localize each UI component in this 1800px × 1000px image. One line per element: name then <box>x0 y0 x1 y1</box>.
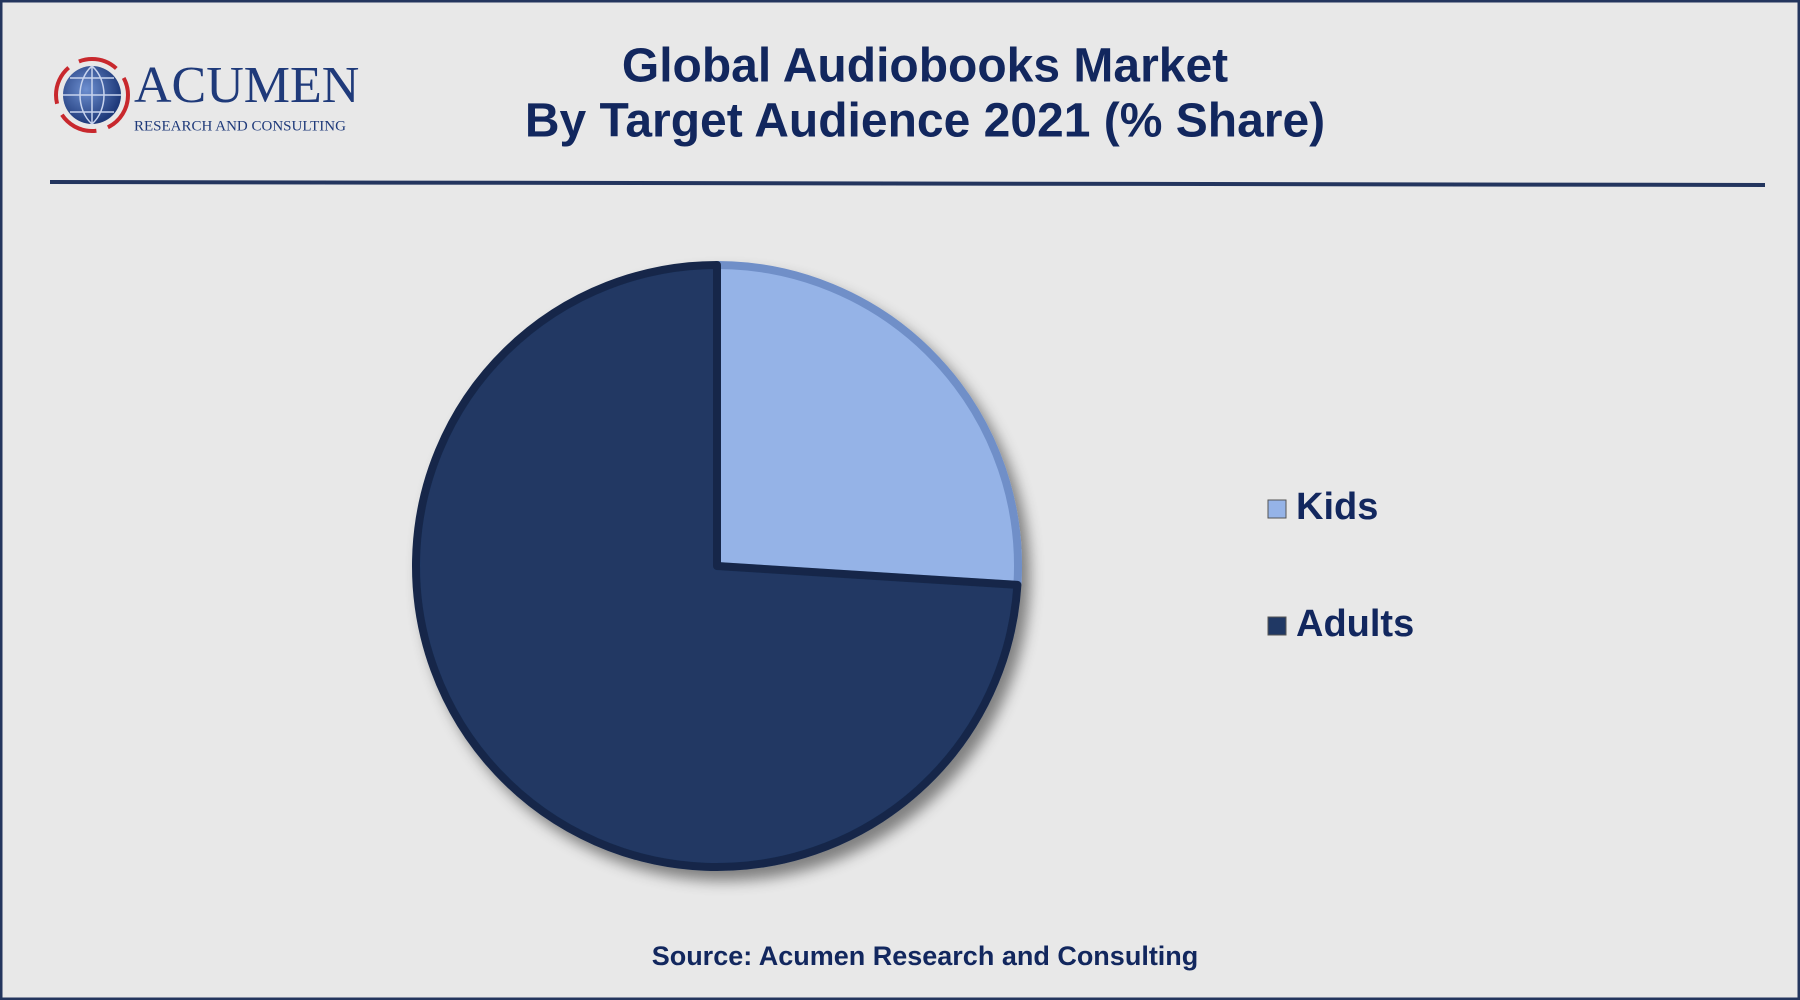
pie-slice <box>412 261 1022 871</box>
source: Source: Acumen Research and Consulting <box>652 941 1199 971</box>
legend-swatch <box>1267 499 1287 519</box>
legend-swatch <box>1267 616 1287 636</box>
title-rule <box>49 180 1766 187</box>
logo-ring <box>54 57 130 133</box>
logo-grid <box>63 65 121 125</box>
logo-tagline: RESEARCH AND CONSULTING <box>134 118 346 134</box>
legend-label: Adults <box>1296 603 1414 645</box>
legend-label: Kids <box>1296 486 1378 528</box>
pie <box>412 261 1022 871</box>
chart-title: Global Audiobooks Market <box>622 40 1228 93</box>
legend: Kids Adults <box>1267 486 1414 645</box>
chart-title: By Target Audience 2021 (% Share) <box>525 95 1325 148</box>
logo: ACUMEN RESEARCH AND CONSULTING <box>54 57 359 134</box>
logo-name: ACUMEN <box>134 57 359 114</box>
pie-slice <box>713 261 1022 589</box>
